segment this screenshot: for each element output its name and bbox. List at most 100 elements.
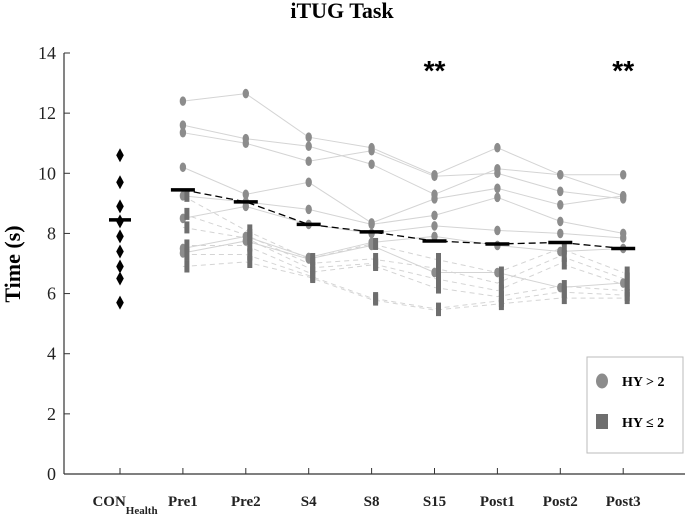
- subject-line-hy-le2: [182, 226, 624, 292]
- y-tick-label: 10: [38, 163, 56, 183]
- point-hy-le2: [184, 207, 190, 220]
- point-hy-gt2: [557, 186, 564, 197]
- y-axis-label: Time (s): [0, 225, 25, 302]
- point-hy-gt2: [368, 219, 375, 230]
- subject-line-hy-gt2: [182, 93, 624, 176]
- x-tick-label: S8: [364, 494, 380, 510]
- point-hy-gt2: [242, 189, 249, 200]
- x-tick-label: Pre1: [168, 494, 198, 510]
- point-hy-le2: [498, 298, 504, 311]
- point-hy-gt2: [431, 210, 438, 221]
- point-hy-gt2: [305, 132, 312, 142]
- point-hy-le2: [624, 266, 630, 279]
- x-tick-label: Pre2: [231, 494, 261, 510]
- point-hy-le2: [561, 280, 567, 293]
- point-hy-gt2: [179, 127, 187, 138]
- point-hy-gt2: [494, 168, 501, 179]
- x-ticks: CONHealth Pre1 Pre2 S4 S8 S15 Post1 Post2 Post3: [92, 468, 641, 517]
- x-tick-label: S4: [301, 494, 317, 510]
- control-point: [116, 244, 124, 259]
- point-hy-le2: [373, 293, 379, 306]
- x-tick-label: Post2: [543, 494, 578, 510]
- x-tick-subscript: Health: [126, 505, 158, 517]
- point-hy-le2: [561, 242, 567, 255]
- point-hy-gt2: [431, 221, 438, 231]
- x-tick-label: S15: [423, 494, 446, 510]
- control-point: [116, 199, 124, 214]
- y-tick-label: 6: [47, 284, 56, 304]
- point-hy-gt2: [557, 228, 564, 239]
- point-hy-gt2: [179, 120, 187, 130]
- point-hy-gt2: [431, 194, 438, 204]
- legend-box: [586, 356, 684, 454]
- legend: HY > 2 HY ≤ 2: [586, 356, 684, 454]
- significance-markers: ** **: [424, 55, 635, 86]
- control-point: [116, 271, 124, 286]
- point-hy-gt2: [494, 183, 501, 194]
- significance-label: **: [612, 55, 634, 86]
- point-hy-le2: [561, 286, 567, 299]
- point-hy-le2: [184, 260, 190, 273]
- subject-line-hy-le2: [182, 261, 624, 311]
- point-hy-gt2: [620, 233, 627, 243]
- point-hy-le2: [561, 257, 567, 270]
- point-hy-gt2: [494, 142, 501, 153]
- x-tick-label: Post3: [606, 494, 641, 510]
- point-hy-gt2: [557, 169, 564, 180]
- point-hy-gt2: [368, 145, 375, 156]
- point-hy-le2: [184, 189, 190, 202]
- point-hy-le2: [184, 239, 190, 252]
- subject-line-hy-gt2: [182, 240, 624, 289]
- point-hy-le2: [184, 221, 190, 234]
- point-hy-gt2: [242, 201, 249, 212]
- point-hy-le2: [310, 271, 316, 284]
- subject-line-hy-le2: [182, 253, 624, 310]
- y-tick-label: 12: [38, 103, 56, 123]
- point-hy-le2: [436, 304, 441, 317]
- point-hy-le2: [498, 284, 504, 297]
- point-hy-gt2: [179, 96, 187, 106]
- point-hy-le2: [561, 292, 567, 305]
- point-hy-gt2: [557, 200, 564, 210]
- point-hy-gt2: [242, 88, 249, 99]
- point-hy-gt2: [368, 159, 375, 170]
- point-hy-le2: [436, 272, 441, 285]
- axes: [63, 53, 685, 475]
- chart-title: iTUG Task: [290, 0, 394, 23]
- point-hy-gt2: [557, 216, 564, 227]
- y-tick-label: 8: [47, 223, 56, 243]
- point-hy-gt2: [431, 171, 438, 182]
- subject-line-hy-gt2: [182, 132, 624, 200]
- point-hy-le2: [561, 249, 567, 262]
- point-hy-le2: [498, 277, 504, 290]
- x-tick-label: CONHealth: [92, 494, 157, 517]
- subject-line-hy-le2: [182, 244, 624, 298]
- x-tick-label: Post1: [480, 494, 515, 510]
- subject-line-hy-gt2: [182, 166, 624, 224]
- point-hy-le2: [624, 292, 630, 305]
- point-hy-le2: [436, 281, 441, 294]
- y-tick-label: 14: [38, 43, 56, 63]
- control-point: [116, 229, 124, 244]
- subject-line-hy-gt2: [182, 205, 624, 239]
- point-hy-gt2: [305, 204, 312, 215]
- control-point: [116, 295, 124, 310]
- point-hy-le2: [247, 231, 253, 244]
- control-point: [116, 259, 124, 274]
- point-hy-le2: [373, 237, 379, 250]
- subject-line-hy-gt2: [182, 124, 624, 197]
- point-hy-gt2: [179, 162, 187, 173]
- point-hy-le2: [436, 252, 441, 265]
- control-point: [116, 148, 124, 163]
- y-ticks: 0 2 4 6 8 10 12 14: [38, 43, 70, 484]
- point-hy-le2: [184, 248, 190, 261]
- legend-marker-hy-gt2: [596, 373, 608, 389]
- point-hy-gt2: [305, 156, 312, 167]
- point-hy-gt2: [305, 177, 312, 188]
- point-hy-le2: [247, 248, 253, 261]
- point-hy-le2: [624, 272, 630, 285]
- point-hy-gt2: [620, 191, 627, 201]
- point-hy-le2: [373, 259, 379, 272]
- mean-line: [182, 189, 624, 250]
